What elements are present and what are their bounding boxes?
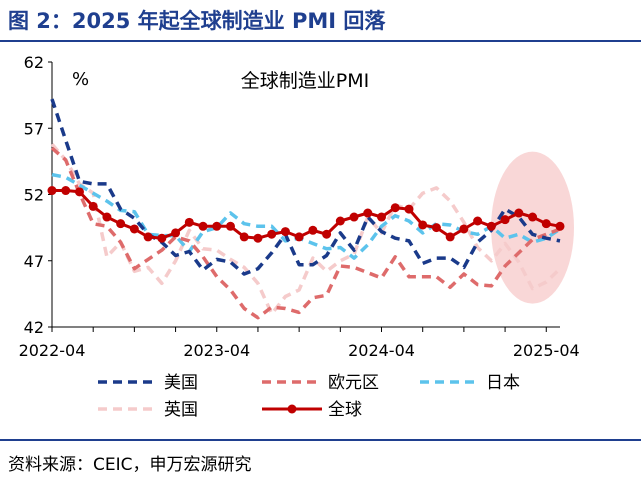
- x-tick-label: 2025-04: [513, 341, 580, 360]
- series-point-全球: [541, 219, 551, 229]
- series-line-欧元区: [50, 146, 561, 320]
- series-layer: [47, 98, 565, 320]
- series-point-全球: [212, 221, 222, 231]
- series-point-全球: [431, 223, 441, 233]
- series-point-全球: [349, 212, 359, 222]
- series-point-全球: [473, 216, 483, 226]
- legend-label-美国: 美国: [164, 373, 198, 393]
- series-point-全球: [157, 233, 167, 243]
- source-note: 资料来源：CEIC，申万宏源研究: [8, 455, 252, 475]
- series-point-全球: [335, 216, 345, 226]
- series-point-全球: [445, 232, 455, 242]
- series-point-全球: [308, 225, 318, 235]
- title-rule: [0, 40, 641, 42]
- highlight-layer: [491, 151, 574, 304]
- series-point-全球: [418, 220, 428, 230]
- legend-marker-全球: [287, 404, 297, 414]
- x-tick-label: 2024-04: [348, 341, 415, 360]
- series-point-全球: [198, 221, 208, 231]
- series-point-全球: [500, 215, 510, 225]
- series-point-全球: [486, 221, 496, 231]
- series-point-全球: [267, 229, 277, 239]
- series-point-全球: [459, 224, 469, 234]
- series-point-全球: [239, 232, 249, 242]
- legend-label-日本: 日本: [486, 373, 520, 393]
- series-point-全球: [143, 232, 153, 242]
- series-point-全球: [514, 208, 524, 218]
- series-point-全球: [102, 212, 112, 222]
- axis-layer: 42 47 52 57 62 2022-04 2023-04 2024-04 2025-04: [19, 53, 580, 360]
- source-rule: [0, 439, 641, 441]
- series-line-英国: [50, 143, 562, 316]
- y-tick-label: 62: [24, 53, 44, 72]
- y-tick-label: 52: [24, 186, 44, 205]
- pmi-line-chart: 42 47 52 57 62 2022-04 2023-04 2024-04 2025-04 %…: [19, 53, 580, 420]
- series-line-美国: [50, 98, 561, 276]
- label-layer: % 全球制造业PMI: [72, 69, 369, 92]
- figure-title: 图 2：2025 年起全球制造业 PMI 回落: [8, 9, 386, 33]
- series-point-全球: [555, 221, 565, 231]
- legend-label-英国: 英国: [164, 400, 198, 420]
- series-point-全球: [528, 212, 538, 222]
- series-point-全球: [129, 224, 139, 234]
- series-point-全球: [363, 208, 373, 218]
- y-axis-label: %: [72, 69, 89, 90]
- x-tick-label: 2022-04: [19, 341, 86, 360]
- series-point-全球: [88, 201, 98, 211]
- series-point-全球: [390, 203, 400, 213]
- series-point-全球: [61, 186, 71, 196]
- series-point-全球: [225, 221, 235, 231]
- series-point-全球: [253, 233, 263, 243]
- chart-title: 全球制造业PMI: [241, 70, 369, 92]
- series-point-全球: [47, 186, 57, 196]
- y-tick-label: 47: [24, 252, 44, 271]
- series-point-全球: [171, 228, 181, 238]
- series-point-全球: [184, 217, 194, 227]
- y-tick-label: 42: [24, 318, 44, 337]
- series-line-日本: [51, 172, 561, 260]
- x-tick-label: 2023-04: [183, 341, 250, 360]
- legend-label-欧元区: 欧元区: [328, 373, 379, 393]
- y-tick-label: 57: [24, 119, 44, 138]
- series-point-全球: [280, 227, 290, 237]
- series-point-全球: [74, 187, 84, 197]
- highlight-ellipse: [491, 151, 574, 304]
- series-point-全球: [322, 229, 332, 239]
- series-point-全球: [116, 219, 126, 229]
- series-point-全球: [404, 204, 414, 214]
- legend-label-全球: 全球: [328, 400, 362, 420]
- series-point-全球: [377, 212, 387, 222]
- series-point-全球: [294, 232, 304, 242]
